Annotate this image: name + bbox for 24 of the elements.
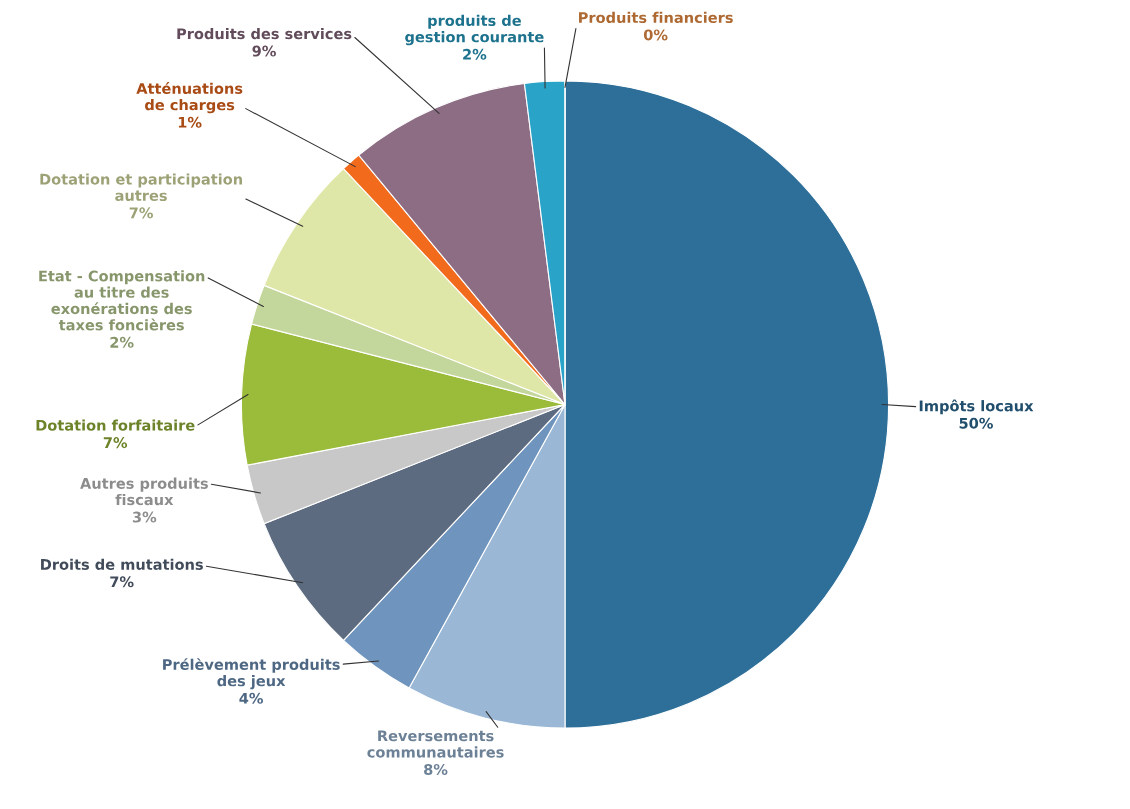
data-label: 7%	[103, 437, 128, 449]
data-label: 7%	[129, 207, 153, 219]
slice-label: Prélèvement produits des jeux	[163, 658, 340, 690]
slice-label: Reversements communautaires	[367, 730, 504, 758]
slice-label: Atténuations de charges	[136, 82, 243, 114]
slice-label: Droits de mutations	[41, 558, 203, 570]
data-label: 8%	[424, 763, 448, 775]
data-label: 3%	[132, 511, 157, 523]
data-label: 50%	[959, 417, 993, 429]
category-label: Produits financiers	[579, 11, 733, 24]
slice-label: Etat - Compensation au titre des exonérations des taxes foncières	[39, 270, 205, 331]
data-label: 2%	[110, 336, 134, 348]
slice-label: Produits des services	[177, 27, 352, 40]
text: 0%	[643, 29, 668, 41]
slice-label: Impôts locaux	[919, 399, 1034, 415]
slice-label: produits de gestion courante	[405, 14, 544, 46]
slice-label: Dotation forfaitaire	[36, 419, 195, 431]
slice-label: Autres produits fiscaux	[80, 477, 208, 506]
data-label: 1%	[178, 116, 202, 128]
data-label: 2%	[463, 48, 487, 60]
data-label: 7%	[110, 576, 134, 588]
data-label: 4%	[239, 692, 264, 704]
data-label: 9%	[252, 45, 276, 57]
slice-label: Dotation et participation autres	[40, 173, 242, 202]
